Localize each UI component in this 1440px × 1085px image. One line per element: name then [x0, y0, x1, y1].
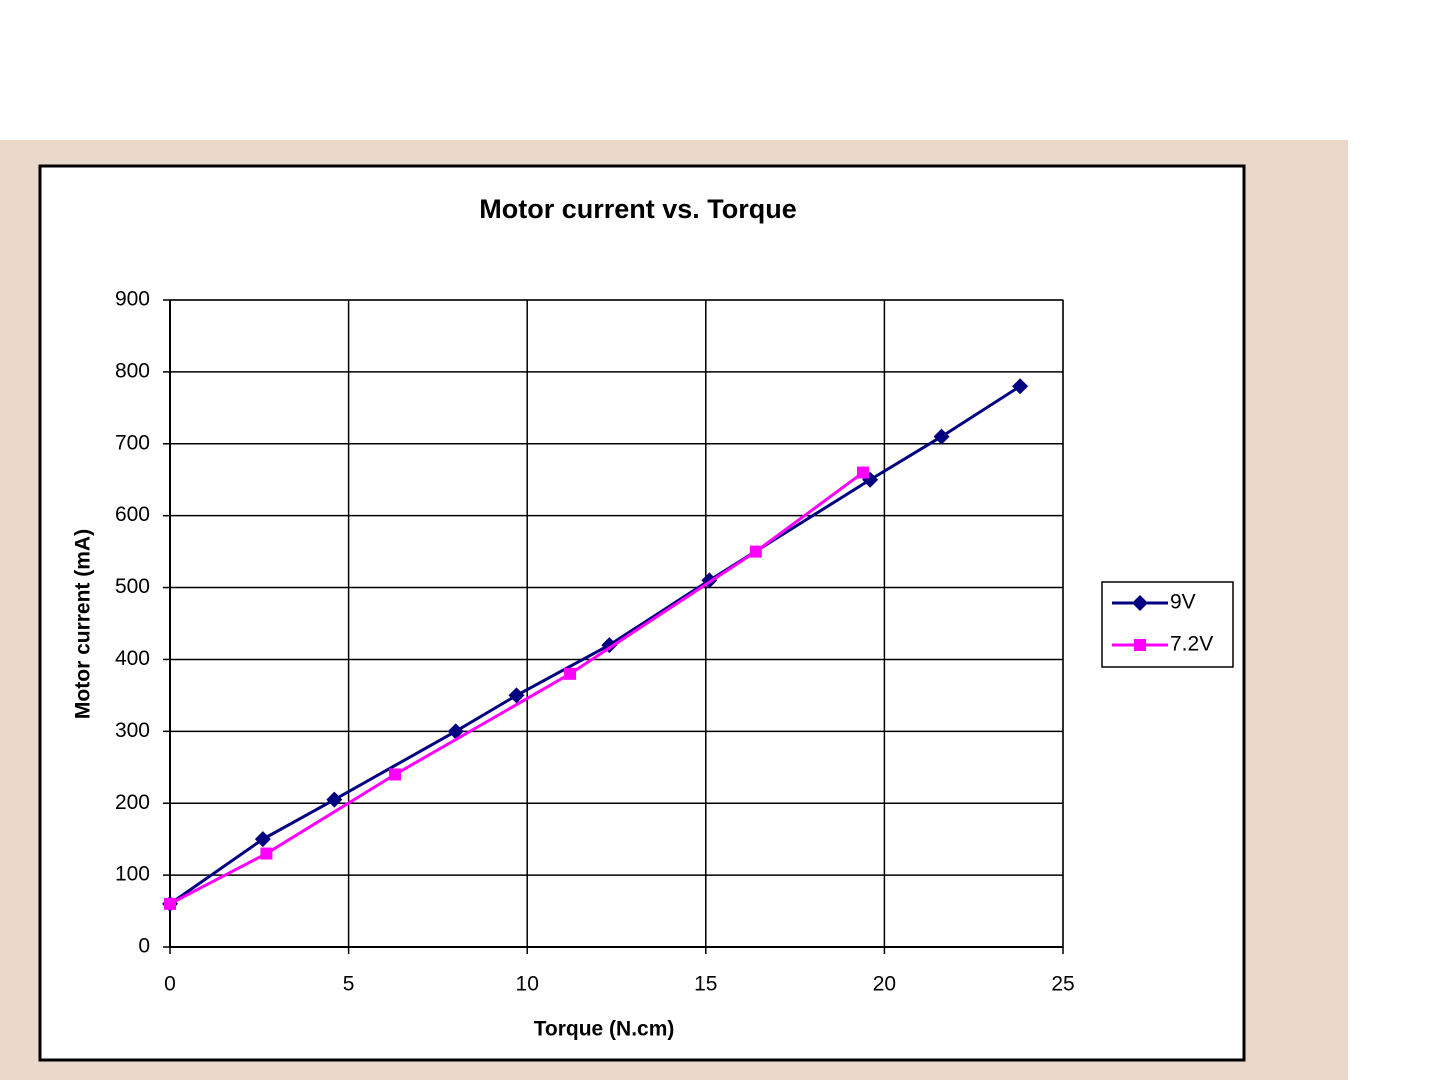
- x-tick-label: 10: [516, 973, 539, 996]
- legend-label: 7.2V: [1170, 633, 1213, 656]
- y-tick-label: 600: [115, 503, 150, 526]
- marker: [254, 831, 271, 848]
- marker: [508, 687, 525, 704]
- y-tick-label: 400: [115, 647, 150, 670]
- marker: [164, 897, 176, 910]
- marker: [1012, 378, 1029, 395]
- x-axis-label: Torque (N.cm): [534, 1018, 675, 1041]
- y-tick-label: 200: [115, 791, 150, 814]
- series-line: [169, 471, 864, 906]
- marker: [856, 466, 869, 479]
- y-tick-label: 0: [138, 935, 150, 958]
- series-line: [169, 385, 1021, 906]
- y-tick-label: 100: [115, 863, 150, 886]
- y-tick-label: 900: [115, 288, 150, 311]
- legend-marker: [1134, 639, 1146, 651]
- marker: [389, 768, 402, 781]
- x-tick-label: 5: [343, 973, 355, 996]
- chart-title: Motor current vs. Torque: [479, 194, 797, 224]
- y-tick-label: 300: [115, 719, 150, 742]
- x-tick-label: 25: [1051, 973, 1074, 996]
- x-tick-label: 0: [164, 973, 176, 996]
- legend-marker: [1132, 595, 1148, 611]
- plot-area: [169, 299, 1064, 948]
- y-tick-label: 800: [115, 359, 150, 382]
- marker: [326, 791, 343, 808]
- marker: [447, 723, 464, 740]
- legend-box: [1101, 581, 1234, 668]
- marker: [260, 847, 273, 860]
- y-tick-label: 500: [115, 575, 150, 598]
- x-tick-label: 15: [694, 973, 717, 996]
- marker: [933, 428, 950, 445]
- legend-label: 9V: [1170, 591, 1196, 614]
- x-tick-label: 20: [873, 973, 896, 996]
- marker: [564, 667, 577, 680]
- marker: [749, 545, 762, 558]
- y-axis-label: Motor current (mA): [72, 529, 95, 719]
- y-tick-label: 700: [115, 431, 150, 454]
